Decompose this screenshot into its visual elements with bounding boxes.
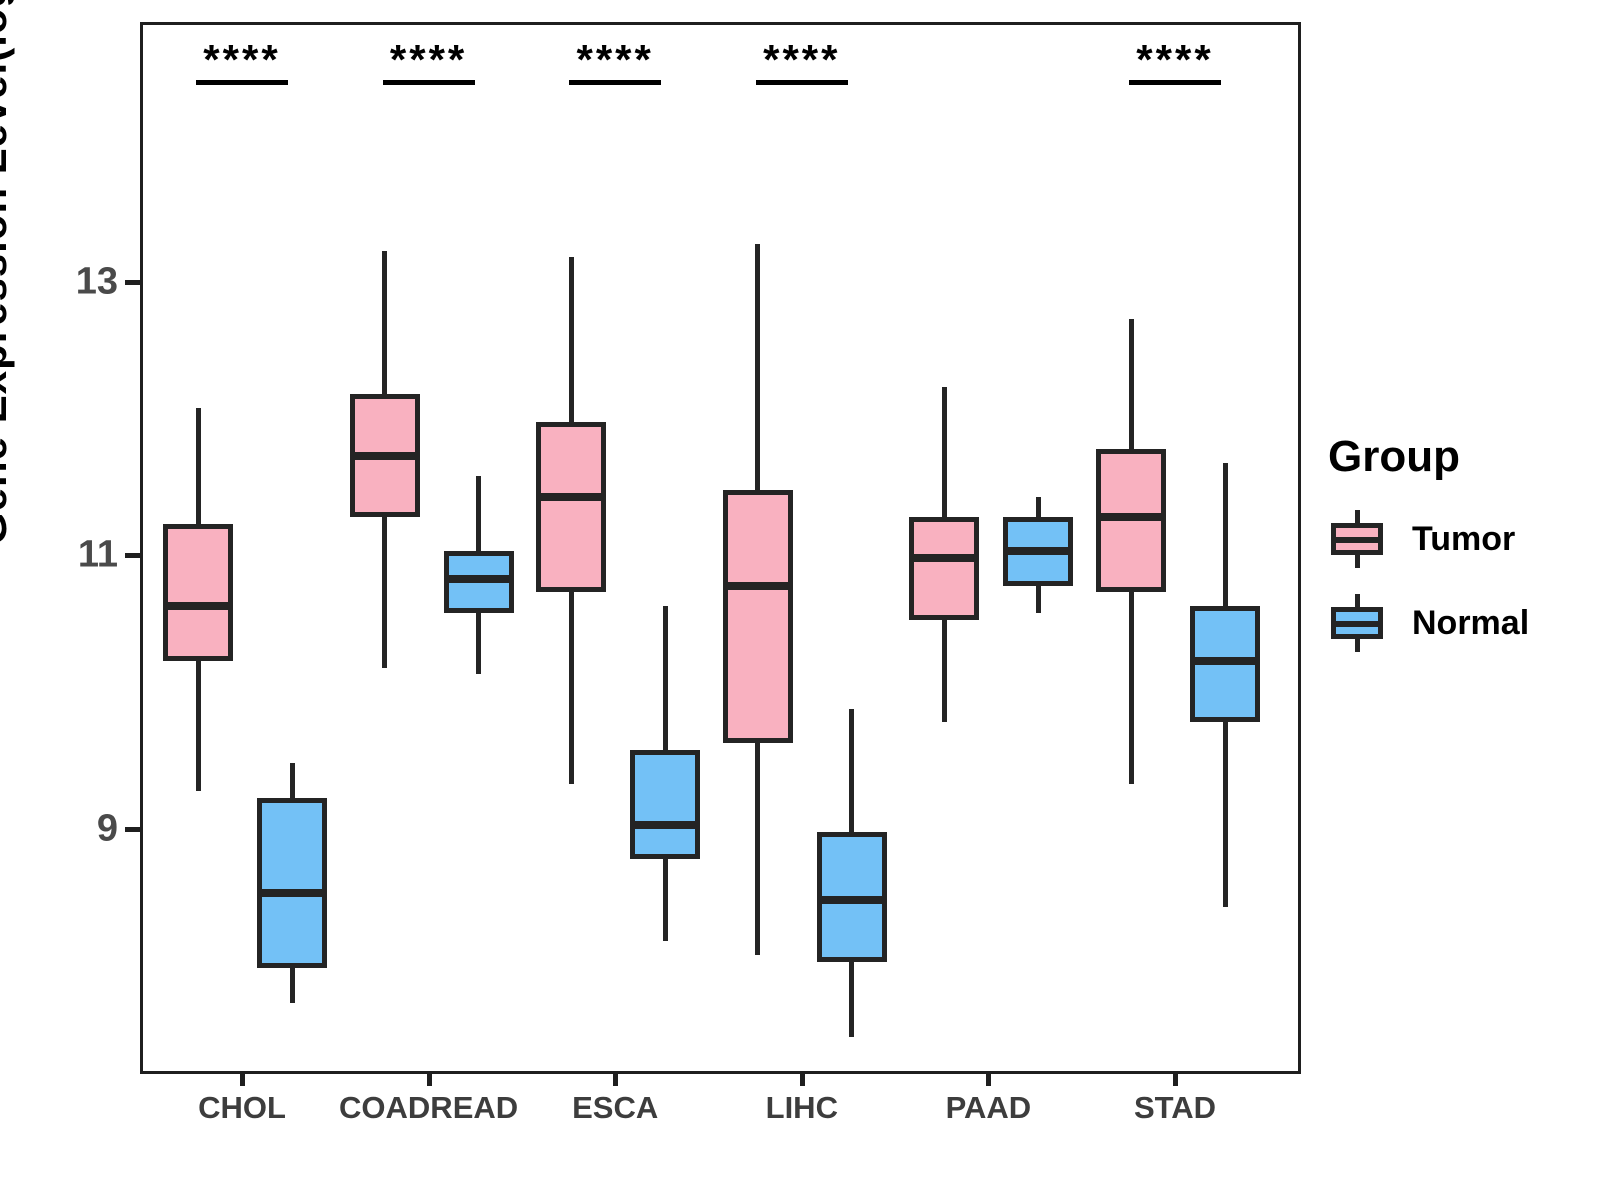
box-normal-CHOL: [257, 797, 327, 969]
median-normal-STAD: [1190, 656, 1260, 665]
x-axis-tick: [1173, 1071, 1178, 1086]
legend-label-normal: Normal: [1412, 603, 1530, 642]
legend-title: Group: [1328, 432, 1460, 481]
median-tumor-LIHC: [722, 581, 793, 590]
y-axis-tick: [125, 826, 140, 832]
x-axis-tick-label: COADREAD: [339, 1090, 519, 1125]
significance-bar: [1129, 80, 1221, 85]
y-axis-tick-label: 13: [75, 260, 118, 303]
box-normal-ESCA: [630, 749, 701, 860]
median-tumor-COADREAD: [349, 451, 420, 460]
plot-panel: [140, 22, 1301, 1074]
significance-bar: [755, 80, 848, 85]
significance-stars: ****: [203, 36, 281, 83]
median-normal-LIHC: [816, 896, 887, 905]
y-axis-title: Gene Expression Level(log2 RSEM): [0, 0, 15, 545]
x-axis-tick-label: ESCA: [572, 1090, 659, 1125]
median-normal-ESCA: [630, 820, 701, 829]
normal-boxplot-key-icon: [1328, 594, 1386, 652]
y-axis-tick: [125, 279, 140, 285]
x-axis-tick: [426, 1071, 432, 1086]
box-tumor-ESCA: [536, 421, 607, 593]
median-normal-COADREAD: [443, 574, 514, 583]
legend: Group Tumor Normal: [1328, 432, 1529, 678]
significance-stars: ****: [763, 36, 841, 83]
x-axis-tick: [613, 1071, 619, 1086]
significance-stars: ****: [1136, 36, 1214, 83]
box-tumor-LIHC: [722, 489, 793, 743]
tumor-boxplot-key-icon: [1328, 510, 1386, 568]
legend-label-tumor: Tumor: [1412, 519, 1516, 558]
median-normal-PAAD: [1003, 547, 1074, 556]
y-axis-tick-label: 11: [77, 533, 118, 576]
significance-bar: [569, 80, 662, 85]
median-tumor-PAAD: [909, 554, 980, 563]
box-tumor-CHOL: [163, 524, 233, 661]
x-axis-tick-label: STAD: [1133, 1090, 1217, 1125]
x-axis-tick-label: CHOL: [198, 1090, 286, 1125]
significance-bar: [196, 80, 288, 85]
significance-stars: ****: [576, 36, 654, 83]
x-axis-tick-label: PAAD: [945, 1090, 1032, 1125]
significance-bar: [382, 80, 475, 85]
legend-item-tumor: Tumor: [1328, 510, 1529, 568]
legend-item-normal: Normal: [1328, 594, 1529, 652]
median-tumor-CHOL: [163, 602, 233, 611]
box-tumor-PAAD: [909, 517, 980, 620]
significance-stars: ****: [389, 36, 468, 83]
x-axis-tick: [240, 1071, 245, 1086]
y-axis-tick-label: 9: [96, 807, 118, 850]
median-tumor-ESCA: [536, 492, 607, 501]
x-axis-tick-label: LIHC: [765, 1090, 838, 1125]
x-axis-tick: [799, 1071, 805, 1086]
y-axis-tick: [125, 553, 140, 559]
median-tumor-STAD: [1096, 513, 1166, 522]
x-axis-tick: [986, 1071, 992, 1086]
median-normal-CHOL: [257, 889, 327, 898]
